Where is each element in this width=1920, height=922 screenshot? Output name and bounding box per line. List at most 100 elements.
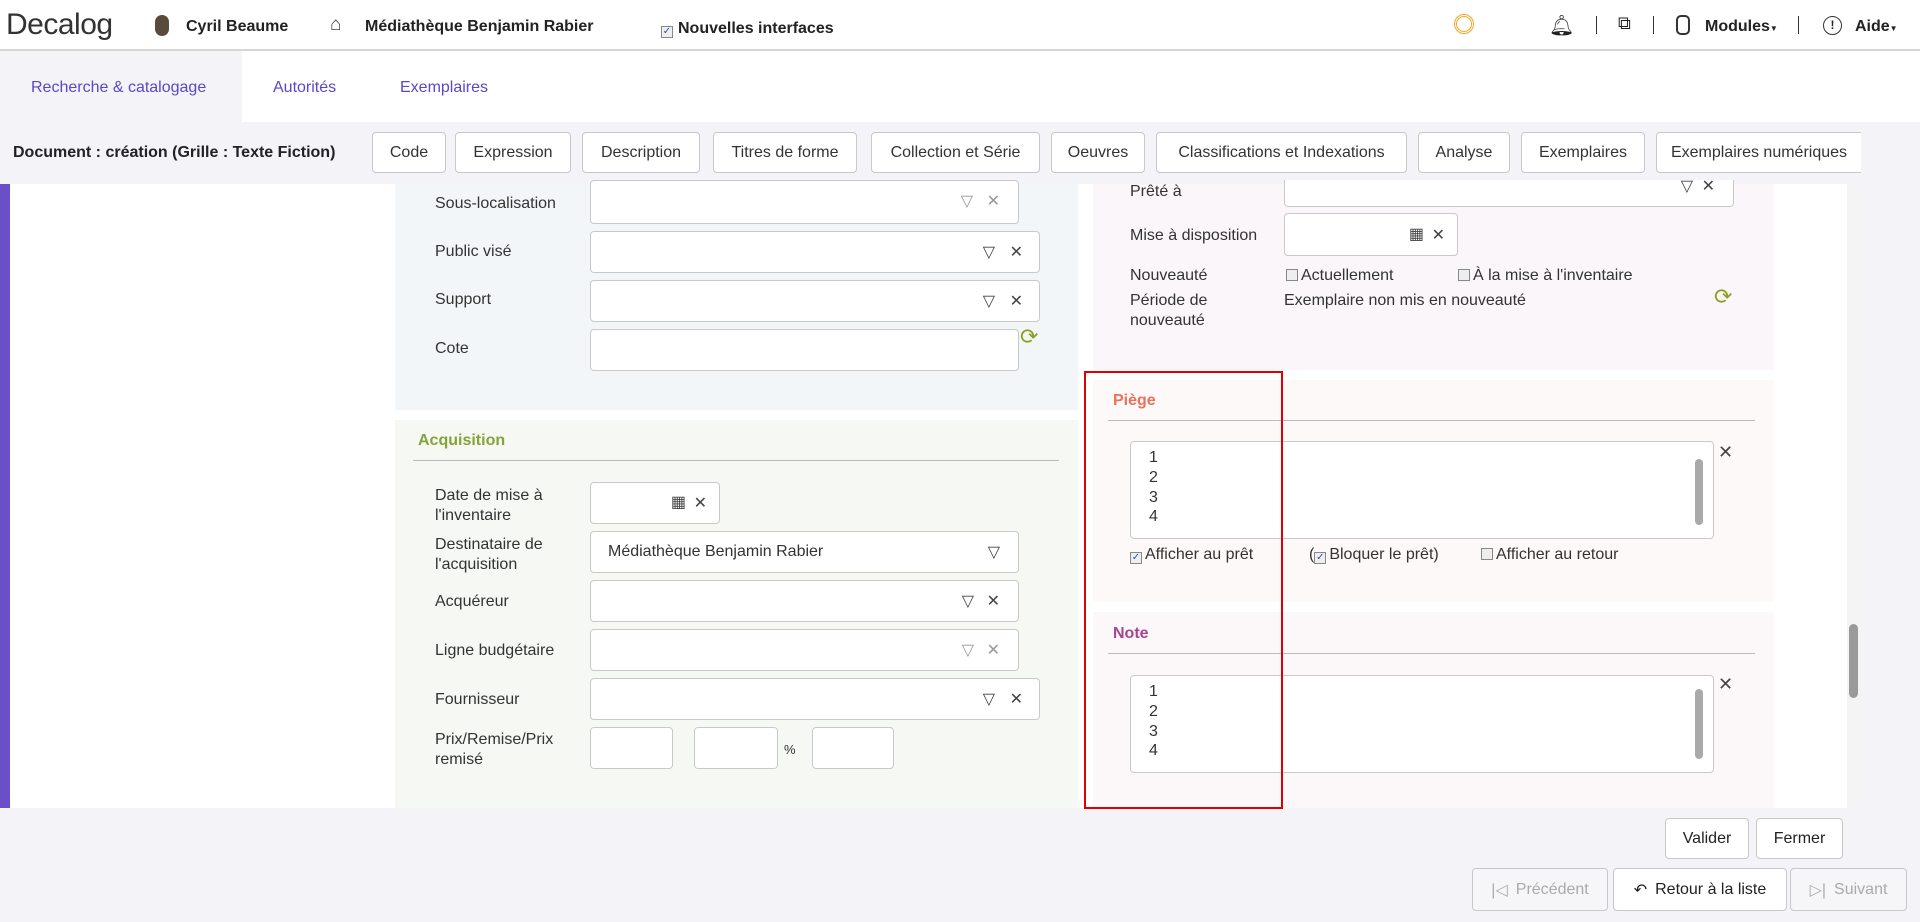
clear-icon[interactable]: ✕ bbox=[1009, 293, 1023, 310]
separator bbox=[1596, 16, 1597, 34]
clear-icon[interactable]: ✕ bbox=[986, 193, 1000, 210]
supplier-field[interactable]: ▽ ✕ bbox=[590, 678, 1040, 720]
user-name[interactable]: Cyril Beaume bbox=[186, 18, 289, 35]
shield-icon[interactable]: ▽ bbox=[961, 642, 974, 659]
checkbox[interactable] bbox=[1481, 548, 1493, 560]
shield-icon[interactable]: ▽ bbox=[1680, 178, 1693, 195]
shelfmark-label: Cote bbox=[435, 340, 469, 357]
shield-icon[interactable]: ▽ bbox=[961, 593, 974, 610]
acquisition-title: Acquisition bbox=[418, 432, 506, 449]
windows-icon[interactable]: ⧉ bbox=[1618, 13, 1631, 33]
textarea-scrollbar[interactable] bbox=[1695, 689, 1703, 759]
bell-icon[interactable]: 🔔︎ bbox=[1549, 15, 1575, 37]
trap-panel: Piège 1 2 3 4 ✕ ✓ Afficher au prêt (✓ Bloq… bbox=[1093, 380, 1774, 602]
page-scrollbar[interactable] bbox=[1847, 184, 1859, 808]
support-field[interactable]: ▽ ✕ bbox=[590, 280, 1040, 322]
tab-items[interactable]: Exemplaires bbox=[400, 79, 489, 96]
audience-field[interactable]: ▽ ✕ bbox=[590, 231, 1040, 273]
buyer-label: Acquéreur bbox=[435, 593, 509, 610]
new-interfaces-checkbox[interactable]: ✓ bbox=[661, 20, 676, 38]
section-button-titles[interactable]: Titres de forme bbox=[713, 132, 857, 173]
budget-label: Ligne budgétaire bbox=[435, 642, 555, 659]
shelfmark-field[interactable] bbox=[590, 329, 1019, 371]
section-button-classifications[interactable]: Classifications et Indexations bbox=[1156, 132, 1407, 173]
checkbox-checked-icon[interactable]: ✓ bbox=[1314, 552, 1327, 564]
broadcast-icon[interactable] bbox=[1454, 14, 1474, 34]
next-button[interactable]: ▷| Suivant bbox=[1790, 868, 1907, 911]
clear-icon[interactable]: ✕ bbox=[1009, 244, 1023, 261]
discounted-price-field[interactable] bbox=[812, 727, 894, 769]
tab-search-catalog[interactable]: Recherche & catalogage bbox=[0, 51, 242, 122]
validate-button[interactable]: Valider bbox=[1665, 818, 1749, 859]
clear-icon[interactable]: ✕ bbox=[1718, 442, 1734, 462]
section-button-analysis[interactable]: Analyse bbox=[1418, 132, 1510, 173]
shield-icon[interactable]: ▽ bbox=[982, 244, 995, 261]
currently-checkbox[interactable]: Actuellement bbox=[1286, 266, 1394, 286]
shield-icon[interactable]: ▽ bbox=[982, 691, 995, 708]
inventory-date-field[interactable]: ▦ ✕ bbox=[590, 482, 720, 524]
price-field[interactable] bbox=[590, 727, 673, 769]
section-button-description[interactable]: Description bbox=[582, 132, 700, 173]
section-button-digital-items[interactable]: Exemplaires numériques bbox=[1656, 132, 1861, 173]
budget-field[interactable]: ▽ ✕ bbox=[590, 629, 1019, 671]
availability-label: Mise à disposition bbox=[1130, 227, 1258, 244]
textarea-scrollbar[interactable] bbox=[1695, 459, 1703, 525]
shield-icon[interactable]: ▽ bbox=[982, 293, 995, 310]
back-to-list-button[interactable]: ↶ Retour à la liste bbox=[1613, 868, 1787, 911]
avatar[interactable] bbox=[155, 15, 169, 36]
section-button-items[interactable]: Exemplaires bbox=[1521, 132, 1645, 173]
location-panel: Sous-localisation ▽ ✕ Public visé ▽ ✕ Supp… bbox=[395, 180, 1078, 410]
modules-menu[interactable]: Modules▼ bbox=[1705, 18, 1778, 36]
at-inventory-checkbox[interactable]: À la mise à l'inventaire bbox=[1458, 266, 1633, 286]
audience-label: Public visé bbox=[435, 243, 512, 260]
section-button-code[interactable]: Code bbox=[372, 132, 446, 173]
recipient-field[interactable]: Médiathèque Benjamin Rabier ▽ bbox=[590, 531, 1019, 573]
clear-icon[interactable]: ✕ bbox=[1009, 691, 1023, 708]
buyer-field[interactable]: ▽ ✕ bbox=[590, 580, 1019, 622]
clear-icon[interactable]: ✕ bbox=[986, 642, 1000, 659]
novelty-period-value: Exemplaire non mis en nouveauté bbox=[1284, 292, 1526, 309]
shield-icon[interactable]: ▽ bbox=[987, 544, 1000, 561]
help-label: Aide bbox=[1855, 18, 1890, 35]
show-on-return-checkbox[interactable]: Afficher au retour bbox=[1481, 545, 1618, 565]
discount-field[interactable] bbox=[694, 727, 778, 769]
help-icon[interactable]: ! bbox=[1823, 16, 1842, 35]
show-on-loan-checkbox[interactable]: ✓ Afficher au prêt bbox=[1130, 545, 1253, 565]
acquisition-panel: Acquisition Date de mise à l'inventaire … bbox=[395, 420, 1078, 808]
page-title: Document : création (Grille : Texte Fict… bbox=[13, 144, 336, 161]
calendar-icon[interactable]: ▦ bbox=[670, 494, 686, 511]
text-line: 2 bbox=[1149, 469, 1158, 486]
text-line: 1 bbox=[1149, 449, 1158, 466]
checkbox-checked-icon[interactable]: ✓ bbox=[1130, 552, 1142, 564]
previous-button[interactable]: |◁ Précédent bbox=[1472, 868, 1608, 911]
calendar-icon[interactable]: ▦ bbox=[1408, 226, 1424, 243]
tab-authorities[interactable]: Autorités bbox=[273, 79, 337, 96]
scrollbar-thumb[interactable] bbox=[1849, 624, 1858, 698]
decalog-logo[interactable]: Decalog bbox=[6, 8, 113, 41]
clear-icon[interactable]: ✕ bbox=[1718, 674, 1734, 694]
lent-to-field[interactable]: ▽ ✕ bbox=[1284, 178, 1734, 207]
shield-icon[interactable]: ▽ bbox=[960, 193, 973, 210]
clear-icon[interactable]: ✕ bbox=[1701, 178, 1715, 195]
refresh-icon[interactable]: ⟳ bbox=[1020, 324, 1039, 349]
checkbox[interactable] bbox=[1286, 269, 1298, 281]
refresh-icon[interactable]: ⟳ bbox=[1714, 284, 1733, 309]
note-textarea[interactable]: 1 2 3 4 bbox=[1130, 675, 1714, 773]
text-line: 3 bbox=[1149, 723, 1158, 740]
clear-icon[interactable]: ✕ bbox=[1431, 227, 1445, 244]
help-menu[interactable]: Aide▼ bbox=[1855, 18, 1898, 36]
clear-icon[interactable]: ✕ bbox=[693, 495, 707, 512]
library-name[interactable]: Médiathèque Benjamin Rabier bbox=[365, 18, 594, 35]
highlight-rectangle bbox=[1084, 371, 1283, 809]
close-button[interactable]: Fermer bbox=[1756, 818, 1843, 859]
block-loan-checkbox[interactable]: (✓ Bloquer le prêt) bbox=[1309, 546, 1439, 564]
clear-icon[interactable]: ✕ bbox=[986, 593, 1000, 610]
sub-location-field[interactable]: ▽ ✕ bbox=[590, 180, 1019, 224]
availability-date-field[interactable]: ▦ ✕ bbox=[1284, 213, 1458, 256]
trap-textarea[interactable]: 1 2 3 4 bbox=[1130, 441, 1714, 539]
checkbox[interactable] bbox=[1458, 269, 1470, 281]
library-icon: ⌂ bbox=[330, 14, 342, 35]
section-button-works[interactable]: Oeuvres bbox=[1051, 132, 1145, 173]
section-button-expression[interactable]: Expression bbox=[455, 132, 571, 173]
section-button-collection[interactable]: Collection et Série bbox=[871, 132, 1040, 173]
